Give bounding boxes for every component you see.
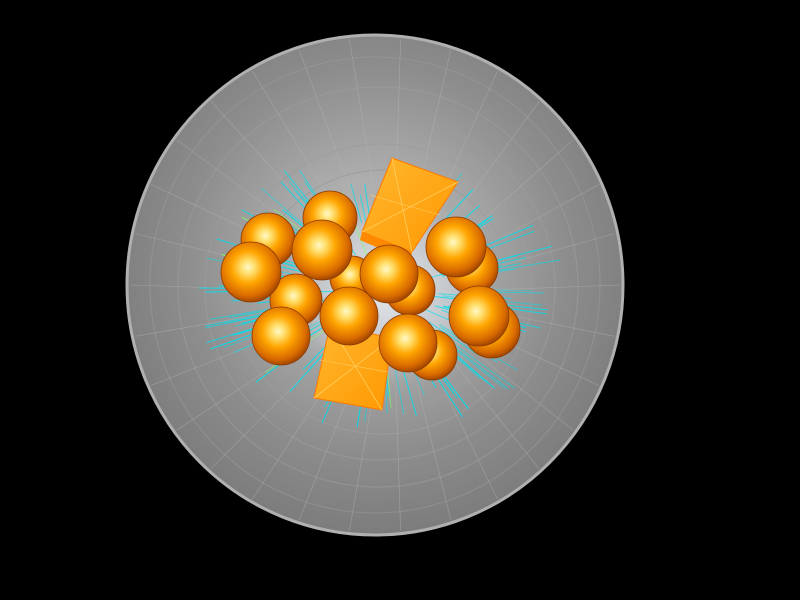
orange-sphere xyxy=(359,244,419,304)
orange-sphere xyxy=(220,241,282,303)
shell-mesh-line xyxy=(469,348,574,431)
shell-mesh-line xyxy=(417,385,452,520)
crystal-bottom xyxy=(313,324,393,411)
wire-line xyxy=(350,183,363,224)
wire-line xyxy=(386,376,389,397)
shell-mesh-line xyxy=(299,384,353,521)
shell-ring xyxy=(177,86,579,488)
wire-line xyxy=(204,312,270,327)
shell-mesh-line xyxy=(299,49,353,195)
shell-mesh-line xyxy=(480,184,599,250)
spheres xyxy=(220,190,521,381)
wire-line xyxy=(450,344,509,390)
shell-mesh-line xyxy=(252,70,333,204)
orange-sphere xyxy=(319,286,379,346)
shell-mesh-line xyxy=(210,364,315,469)
orange-sphere xyxy=(291,219,353,281)
orange-sphere xyxy=(425,216,487,278)
wire-line xyxy=(387,372,392,409)
wire-line xyxy=(428,321,480,356)
shell-ring xyxy=(149,56,601,514)
shell-mesh-line xyxy=(489,284,621,291)
shell-mesh-line xyxy=(395,389,401,531)
wire-line xyxy=(289,349,328,392)
shell-mesh-line xyxy=(349,39,375,191)
orange-sphere xyxy=(448,285,510,347)
orange-sphere xyxy=(378,313,438,373)
shell-mesh-line xyxy=(437,376,498,500)
crystals xyxy=(313,157,459,411)
shell-mesh-line xyxy=(487,233,615,270)
shell-mesh-line xyxy=(455,101,540,216)
shell-mesh-line xyxy=(349,389,375,531)
orange-sphere xyxy=(251,306,311,366)
shell-mesh-line xyxy=(469,139,574,232)
shell-mesh-line xyxy=(455,364,540,469)
wire-line xyxy=(495,291,544,294)
shell-mesh-line xyxy=(210,101,315,216)
